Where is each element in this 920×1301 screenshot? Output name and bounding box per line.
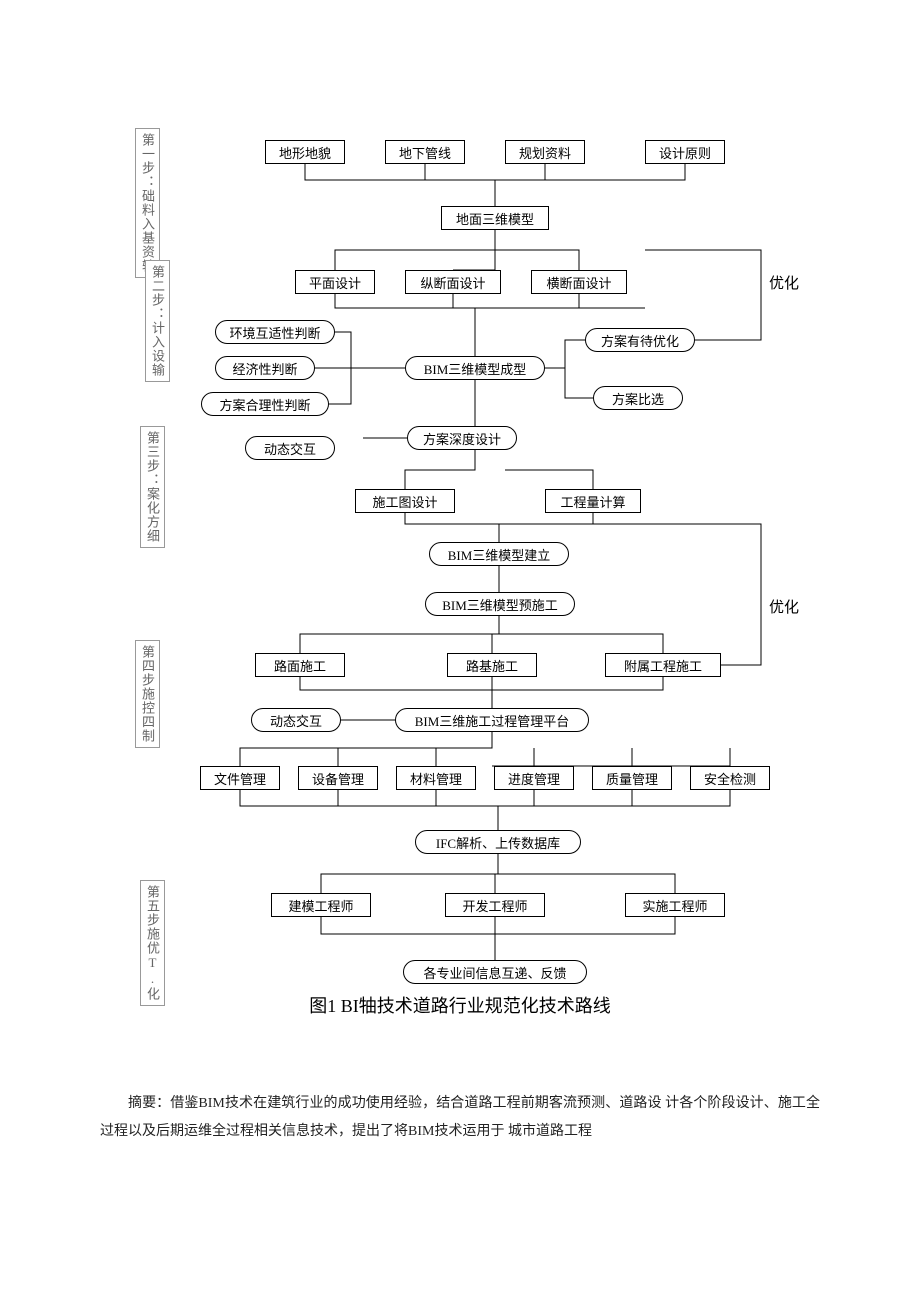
- node-n_bimform: BIM三维模型成型: [405, 356, 545, 380]
- node-n_reason: 方案合理性判断: [201, 392, 329, 416]
- node-n_file: 文件管理: [200, 766, 280, 790]
- node-n_econ: 经济性判断: [215, 356, 315, 380]
- node-n_dyn1: 动态交互: [245, 436, 335, 460]
- stage-label-3: 第四步施控四制: [135, 640, 160, 748]
- node-n_dyn2: 动态交互: [251, 708, 341, 732]
- node-n_compare: 方案比选: [593, 386, 683, 410]
- node-n_plandsg: 平面设计: [295, 270, 375, 294]
- stage-label-2: 第三步：案化方细: [140, 426, 165, 548]
- stage-label-0: 第一步：础料入基资输: [135, 128, 160, 278]
- flowchart-edges: [145, 110, 845, 1030]
- node-n_constdwg: 施工图设计: [355, 489, 455, 513]
- node-n_prin: 设计原则: [645, 140, 725, 164]
- node-n_mat: 材料管理: [396, 766, 476, 790]
- node-n_aux: 附属工程施工: [605, 653, 721, 677]
- node-n_pipe: 地下管线: [385, 140, 465, 164]
- stage-label-1: 第二步：计入设输: [145, 260, 170, 382]
- optimize-label-0: 优化: [769, 272, 799, 293]
- node-n_plan: 规划资料: [505, 140, 585, 164]
- node-n_bimplat: BIM三维施工过程管理平台: [395, 708, 589, 732]
- node-n_model: 建模工程师: [271, 893, 371, 917]
- node-n_qual: 质量管理: [592, 766, 672, 790]
- node-n_longdsg: 纵断面设计: [405, 270, 501, 294]
- stage-label-4: 第五步施优T.化: [140, 880, 165, 1006]
- optimize-label-1: 优化: [769, 596, 799, 617]
- node-n_dev: 开发工程师: [445, 893, 545, 917]
- node-n_prog: 进度管理: [494, 766, 574, 790]
- node-n_qty: 工程量计算: [545, 489, 641, 513]
- node-n_safe: 安全检测: [690, 766, 770, 790]
- flowchart-diagram: 地形地貌 地下管线 规划资料 设计原则地面三维模型平面设计 纵断面设计 横断面设计环境互适…: [145, 110, 845, 1030]
- node-n_terrain: 地形地貌: [265, 140, 345, 164]
- node-n_impl: 实施工程师: [625, 893, 725, 917]
- node-n_feedback: 各专业间信息互递、反馈: [403, 960, 587, 984]
- node-n_base: 路基施工: [447, 653, 537, 677]
- node-n_crossdsg: 横断面设计: [531, 270, 627, 294]
- figure-caption: 图1 BI牰技术道路行业规范化技术路线: [0, 992, 920, 1018]
- node-n_road: 路面施工: [255, 653, 345, 677]
- node-n_depth: 方案深度设计: [407, 426, 517, 450]
- node-n_toopt: 方案有待优化: [585, 328, 695, 352]
- node-n_equip: 设备管理: [298, 766, 378, 790]
- node-n_ifc: IFC解析、上传数据库: [415, 830, 581, 854]
- abstract-text: 摘要：借鉴BIM技术在建筑行业的成功使用经验，结合道路工程前期客流预测、道路设 …: [100, 1090, 820, 1146]
- node-n_env: 环境互适性判断: [215, 320, 335, 344]
- node-n_3dground: 地面三维模型: [441, 206, 549, 230]
- node-n_bimbuild: BIM三维模型建立: [429, 542, 569, 566]
- node-n_bimpre: BIM三维模型预施工: [425, 592, 575, 616]
